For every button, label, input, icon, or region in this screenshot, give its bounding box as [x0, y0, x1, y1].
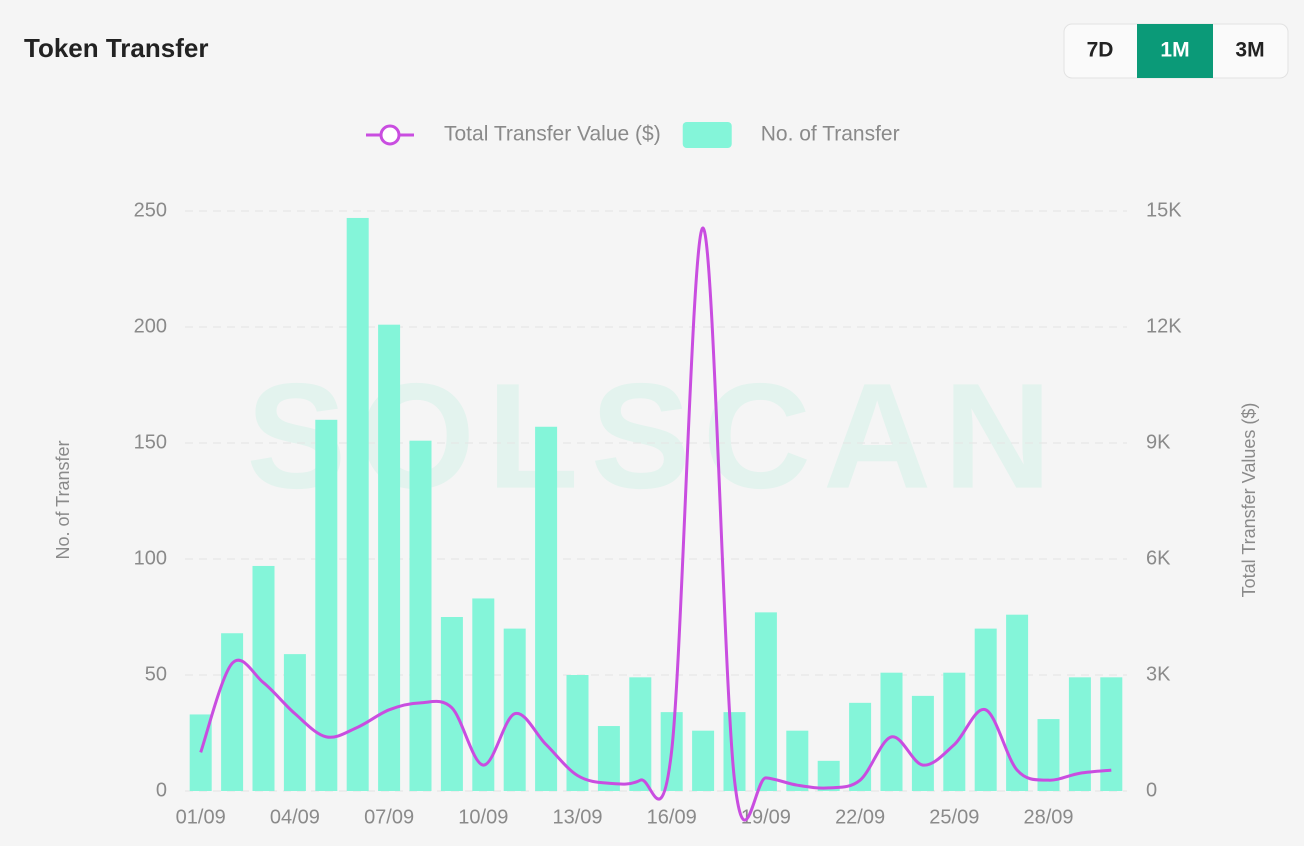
y-tick-label: 200	[134, 315, 167, 337]
bar	[1068, 677, 1091, 791]
legend-marker	[379, 124, 401, 146]
chart-title: Token Transfer	[24, 33, 208, 63]
bar	[786, 730, 809, 791]
bar	[535, 426, 558, 791]
y2-tick-label: 6K	[1146, 547, 1171, 569]
range-button[interactable]: 7D	[1087, 39, 1114, 62]
bar	[754, 612, 777, 791]
y-tick-label: 50	[145, 663, 167, 685]
x-tick-label: 10/09	[458, 806, 508, 828]
x-tick-label: 13/09	[552, 806, 602, 828]
watermark: SOLSCAN	[246, 352, 1063, 520]
bar	[1100, 677, 1123, 791]
bar	[629, 677, 652, 791]
bar	[440, 617, 463, 791]
x-tick-label: 16/09	[647, 806, 697, 828]
x-tick-label: 01/09	[176, 806, 226, 828]
y2-tick-label: 15K	[1146, 199, 1182, 221]
bar	[346, 217, 369, 791]
x-tick-label: 04/09	[270, 806, 320, 828]
bar	[597, 726, 620, 791]
y-axis-title: No. of Transfer	[53, 440, 73, 559]
y2-tick-label: 9K	[1146, 431, 1171, 453]
legend-label: No. of Transfer	[761, 123, 900, 146]
range-button[interactable]: 1M	[1160, 39, 1189, 62]
x-tick-label: 25/09	[929, 806, 979, 828]
bar	[692, 730, 715, 791]
y2-tick-label: 12K	[1146, 315, 1182, 337]
bar	[378, 324, 401, 791]
x-tick-label: 19/09	[741, 806, 791, 828]
bar	[409, 440, 432, 791]
bar	[943, 672, 966, 791]
legend-swatch	[682, 122, 732, 148]
bar	[1037, 719, 1060, 791]
y-tick-label: 150	[134, 431, 167, 453]
line	[199, 226, 1112, 822]
x-tick-label: 28/09	[1023, 806, 1073, 828]
bar	[817, 760, 840, 791]
bar	[315, 419, 338, 791]
bar	[503, 628, 526, 791]
legend-label: Total Transfer Value ($)	[444, 123, 661, 146]
bar	[849, 702, 872, 791]
x-tick-label: 07/09	[364, 806, 414, 828]
y2-tick-label: 3K	[1146, 663, 1171, 685]
bar	[566, 675, 589, 791]
y-tick-label: 250	[134, 199, 167, 221]
bar	[472, 598, 495, 791]
bar	[1006, 614, 1029, 791]
x-tick-label: 22/09	[835, 806, 885, 828]
bar	[252, 565, 275, 791]
active-button-bg	[1137, 24, 1213, 78]
y2-tick-label: 0	[1146, 779, 1157, 801]
range-button[interactable]: 3M	[1235, 39, 1264, 62]
bar	[880, 672, 903, 791]
bar	[911, 695, 934, 791]
y-tick-label: 100	[134, 547, 167, 569]
y-tick-label: 0	[156, 779, 167, 801]
bar	[283, 654, 306, 791]
bar	[723, 712, 746, 791]
bar	[221, 633, 244, 791]
y2-axis-title: Total Transfer Values ($)	[1239, 403, 1259, 598]
